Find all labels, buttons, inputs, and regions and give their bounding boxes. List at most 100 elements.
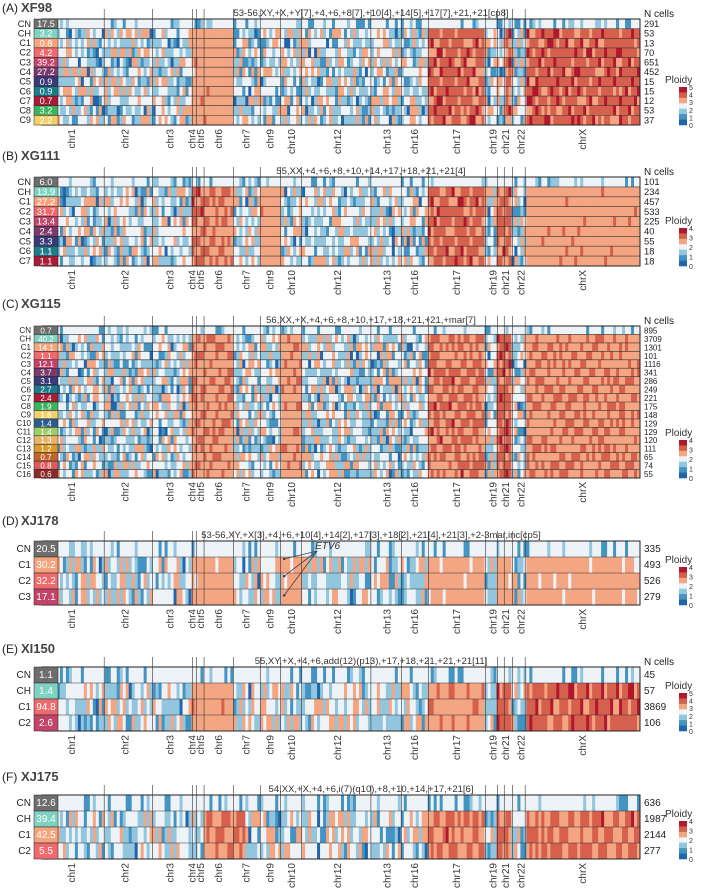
heatmap-bin (107, 28, 112, 39)
heatmap-bin (239, 28, 243, 39)
heatmap-bin (317, 236, 321, 247)
heatmap-bin (92, 246, 97, 257)
heatmap-bin (613, 67, 617, 77)
heatmap-bin (442, 28, 446, 39)
heatmap-bin (179, 196, 183, 207)
heatmap-bin (173, 28, 177, 39)
heatmap-bin (164, 47, 168, 58)
heatmap-bin (562, 326, 566, 335)
heatmap-bin (367, 115, 372, 125)
heatmap-bin (574, 105, 578, 116)
heatmap-bin (388, 105, 393, 116)
heatmap-bin (400, 246, 405, 257)
heatmap-bin (421, 236, 426, 247)
heatmap-bin (251, 76, 255, 87)
heatmap-bin (287, 28, 291, 39)
heatmap-bin (373, 351, 378, 360)
heatmap-bin (296, 28, 300, 39)
heatmap-bin (487, 342, 491, 352)
heatmap-bin (59, 115, 64, 125)
heatmap-bin (352, 38, 357, 48)
heatmap-bin (607, 326, 611, 335)
heatmap-bin (430, 19, 435, 29)
heatmap-bin (358, 177, 363, 187)
heatmap-bin (134, 105, 139, 116)
heatmap-bin (275, 177, 279, 187)
heatmap-bin (284, 105, 288, 116)
heatmap-bin (137, 115, 142, 125)
heatmap-bin (385, 86, 390, 97)
heatmap-bin (352, 19, 357, 29)
cluster-pct: 3.2 (40, 29, 53, 39)
heatmap-bin (571, 196, 575, 207)
heatmap-bin (358, 76, 363, 87)
heatmap-bin (358, 115, 363, 125)
heatmap-bin (197, 19, 201, 29)
heatmap-bin (556, 67, 560, 77)
heatmap-bin (595, 326, 599, 335)
heatmap-bin (92, 67, 97, 77)
heatmap-bin (272, 334, 276, 343)
heatmap-bin (77, 206, 82, 217)
heatmap-bin (352, 28, 357, 39)
heatmap-bin (505, 38, 509, 48)
heatmap-bin (89, 47, 94, 58)
heatmap-bin (56, 226, 61, 237)
heatmap-bin (415, 47, 420, 58)
heatmap-bin (355, 76, 360, 87)
heatmap-bin (508, 334, 512, 343)
heatmap-bin (170, 334, 174, 343)
heatmap-bin (161, 246, 165, 257)
heatmap-bin (188, 216, 192, 227)
heatmap-bin (421, 326, 426, 335)
heatmap-bin (173, 246, 177, 257)
heatmap-bin (538, 47, 542, 58)
heatmap-bin (173, 105, 177, 116)
heatmap-bin (95, 256, 100, 266)
heatmap-bin (155, 342, 159, 352)
heatmap-bin (341, 28, 345, 39)
heatmap-bin (616, 206, 620, 217)
heatmap-bin (320, 105, 324, 116)
heatmap-bin (293, 256, 297, 266)
heatmap-bin (559, 76, 563, 87)
heatmap-bin (92, 38, 97, 48)
heatmap-bin (92, 256, 97, 266)
heatmap-cells (42, 177, 641, 266)
heatmap-bin (173, 196, 177, 207)
heatmap-bin (349, 76, 354, 87)
heatmap-bin (604, 47, 608, 58)
heatmap-bin (200, 86, 204, 97)
heatmap-bin (239, 226, 243, 237)
heatmap-bin (149, 326, 153, 335)
heatmap-bin (619, 76, 623, 87)
heatmap-bin (616, 246, 620, 257)
heatmap-bin (320, 216, 324, 227)
heatmap-bin (164, 326, 168, 335)
heatmap-bin (299, 226, 303, 237)
heatmap-bin (391, 186, 396, 197)
heatmap-bin (532, 86, 536, 97)
heatmap-bin (212, 226, 216, 237)
heatmap-bin (338, 246, 342, 257)
heatmap-bin (314, 76, 318, 87)
heatmap-bin (544, 96, 548, 106)
heatmap-bin (550, 206, 554, 217)
heatmap-bin (89, 57, 94, 68)
heatmap-bin (245, 334, 249, 343)
heatmap-bin (104, 47, 109, 58)
heatmap-bin (637, 47, 641, 58)
heatmap-bin (206, 334, 210, 343)
heatmap-bin (113, 28, 118, 39)
heatmap-bin (577, 334, 581, 343)
panel-label: (C) (2, 297, 19, 311)
heatmap-bin (209, 57, 213, 68)
heatmap-bin (293, 351, 297, 360)
heatmap-bin (293, 28, 297, 39)
heatmap-bin (149, 342, 153, 352)
heatmap-bin (394, 38, 399, 48)
heatmap-bin (131, 105, 136, 116)
heatmap-bin (568, 186, 572, 197)
heatmap-bin (469, 236, 473, 247)
heatmap-bin (242, 67, 246, 77)
